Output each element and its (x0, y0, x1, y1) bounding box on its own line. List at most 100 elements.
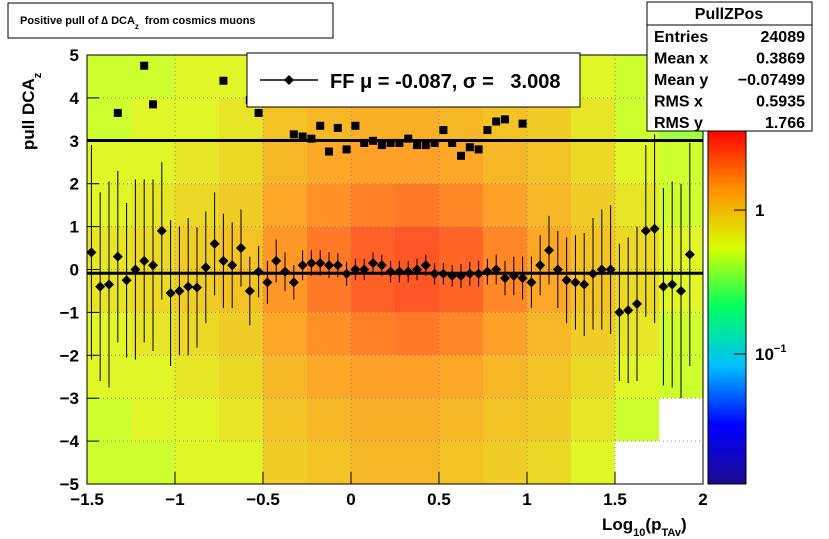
point (614, 307, 625, 318)
point (439, 126, 448, 135)
point (165, 288, 176, 299)
profile (87, 61, 703, 399)
heat-cell (307, 183, 351, 227)
point (517, 273, 528, 284)
heat-cell (219, 140, 263, 184)
heat-cell (395, 441, 439, 484)
point (420, 260, 431, 271)
heat-cell (439, 355, 483, 399)
heat-cell (175, 140, 219, 184)
x-label-part: Log (602, 515, 633, 534)
point (561, 275, 572, 286)
y-tick-label: −3 (60, 389, 79, 408)
heat-cell (527, 140, 571, 184)
x-label-part: ) (681, 515, 687, 534)
heat-cell (351, 269, 395, 313)
chart-title: Positive pull of ∆ DCAz from cosmics muon… (20, 15, 256, 31)
heat-cell (571, 441, 615, 484)
title-sub: z (135, 22, 139, 31)
heat-cell (483, 355, 527, 399)
stats-box (646, 1, 813, 132)
x-tick-label: 0 (346, 490, 355, 509)
heat-cell (175, 97, 219, 141)
point (315, 258, 326, 269)
point (483, 126, 492, 135)
point (501, 115, 509, 124)
stats-value: 0.5935 (756, 94, 805, 111)
heat-cell (351, 441, 395, 484)
heat-cell (131, 355, 175, 399)
point (448, 138, 457, 147)
y-label-sub: z (32, 72, 44, 78)
y-tick-label: 2 (70, 175, 79, 194)
stats-value: 24089 (761, 29, 806, 46)
stats-value: 0.3869 (756, 51, 805, 68)
heat-cell (483, 312, 527, 356)
point (209, 238, 220, 249)
point (254, 108, 263, 117)
point (104, 279, 114, 290)
point (368, 258, 378, 269)
point (333, 123, 342, 132)
y-tick-label: 3 (70, 132, 79, 151)
point (324, 260, 334, 271)
point (297, 260, 308, 271)
stats-label: RMS y (654, 115, 703, 132)
heat-cell (439, 226, 483, 270)
heat-cell (351, 355, 395, 399)
heat-cell (483, 183, 527, 227)
x-label-part: (p (645, 515, 661, 534)
point (95, 281, 106, 292)
axes: −1.5 −1 −0.5 0 0.5 1 1.5 2 −5 −4 −3 −2 −1 0 1 2 3 4 5 (60, 46, 708, 509)
y-tick-label: 0 (70, 261, 79, 280)
y-tick-label: −1 (60, 303, 79, 322)
stats-label: Mean y (654, 72, 708, 89)
heat-cell (307, 312, 351, 356)
z-tick-exponent: −1 (774, 343, 787, 355)
heat-cell (263, 398, 307, 442)
x-label-sub: TAv (661, 527, 681, 539)
point (227, 260, 238, 271)
y-tick-label: 4 (70, 89, 80, 108)
heat-cell (263, 355, 307, 399)
point (316, 121, 325, 130)
heat-cell (175, 355, 219, 399)
x-tick-label: 1 (522, 490, 531, 509)
heat-cell (527, 398, 571, 442)
stats-label: Mean x (654, 51, 708, 68)
stats-value: −0.07499 (738, 72, 805, 89)
legend-text: FF μ = -0.087, σ = 3.008 (330, 71, 560, 93)
point (148, 260, 158, 271)
heat-cell (527, 312, 571, 356)
point (289, 130, 298, 139)
point (360, 138, 369, 147)
point (87, 247, 97, 258)
heat-cell (483, 441, 527, 484)
point (457, 151, 465, 160)
y-tick-label: −4 (60, 432, 80, 451)
point (351, 121, 360, 130)
z-tick-label: 1 (755, 201, 764, 220)
heat-cell (87, 140, 131, 184)
heat-cell (571, 140, 615, 184)
y-label-part: pull DCA (19, 78, 38, 150)
point (465, 143, 474, 152)
point (684, 249, 695, 260)
point (667, 279, 678, 290)
point (535, 260, 546, 271)
point (676, 285, 686, 296)
heat-cell (351, 183, 395, 227)
point (236, 243, 246, 254)
heat-cell (175, 398, 219, 442)
point (306, 258, 317, 269)
point (526, 277, 537, 288)
heat-cell (87, 398, 131, 442)
point (140, 61, 149, 70)
heat-cell (527, 441, 571, 484)
heat-cell (307, 398, 351, 442)
point (430, 138, 439, 147)
point (377, 141, 386, 150)
y-tick-label: −2 (60, 346, 79, 365)
x-tick-label: 0.5 (427, 490, 451, 509)
